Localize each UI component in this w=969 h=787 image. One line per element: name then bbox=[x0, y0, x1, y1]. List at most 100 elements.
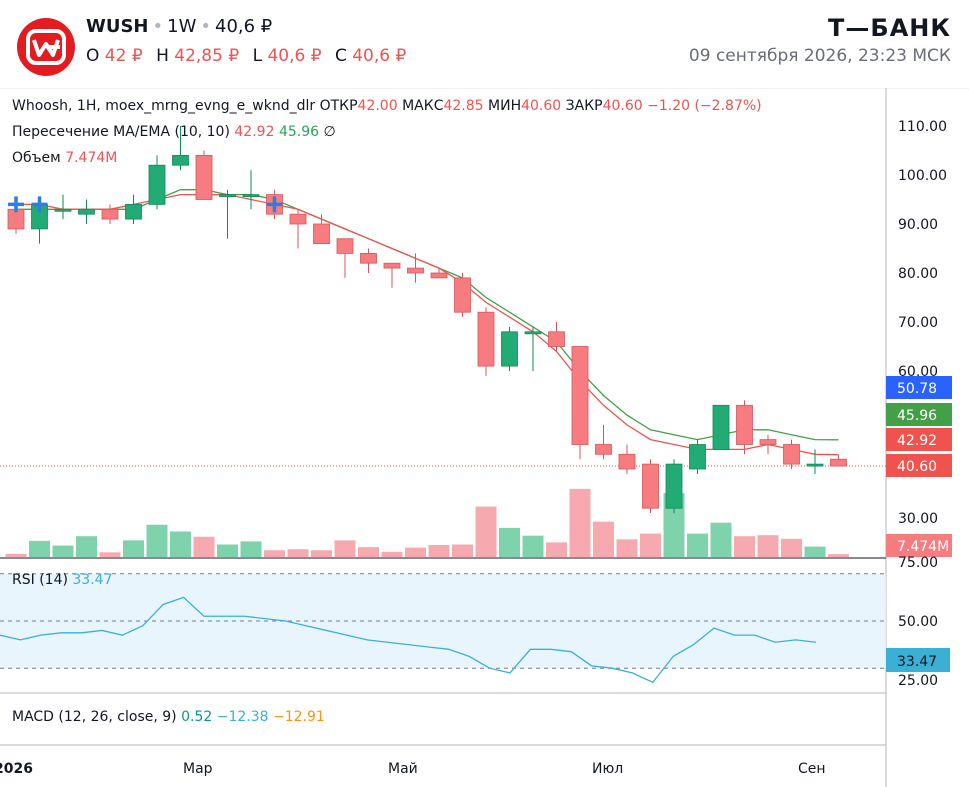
rsi-axis-ticks: 75.00 50.00 25.00 33.47 bbox=[886, 555, 950, 689]
brand-logo: Т—БАНК bbox=[828, 14, 951, 42]
candle-body bbox=[783, 444, 800, 465]
macd-signal-value: −12.91 bbox=[272, 709, 325, 725]
interval[interactable]: 1W bbox=[167, 16, 197, 37]
legend-high-label: МАКС bbox=[402, 98, 444, 114]
candle-body bbox=[571, 346, 589, 445]
ma-cross-marker bbox=[31, 196, 48, 213]
candle-body bbox=[806, 463, 824, 467]
price-badge bbox=[886, 428, 952, 451]
volume-bar bbox=[264, 550, 285, 557]
candle-body bbox=[430, 272, 448, 279]
volume-bar bbox=[757, 535, 779, 557]
candle-body bbox=[383, 262, 401, 269]
candle-body bbox=[195, 155, 213, 200]
ma-cross-marker bbox=[8, 196, 24, 213]
candle-body bbox=[548, 331, 565, 347]
volume-bar bbox=[804, 546, 826, 557]
ma-legend[interactable]: Пересечение MA/EMA (10, 10) 42.92 45.96 … bbox=[12, 124, 336, 140]
macd-hist-value: 0.52 bbox=[181, 709, 213, 725]
candle-body bbox=[736, 404, 753, 445]
time-axis-label: Сен bbox=[798, 761, 826, 777]
volume-bar bbox=[710, 522, 732, 557]
price-tick-label: 70.00 bbox=[898, 315, 938, 331]
ohlc-close-value: 40,6 ₽ bbox=[352, 46, 407, 66]
ohlc-open-value: 42 ₽ bbox=[104, 46, 143, 66]
macd-legend[interactable]: MACD (12, 26, close, 9) 0.52 −12.38 −12.… bbox=[12, 709, 325, 725]
volume-bar bbox=[311, 550, 332, 557]
rsi-badge bbox=[886, 648, 950, 673]
time-axis-label: Мар bbox=[183, 761, 213, 777]
volume-bar bbox=[499, 527, 520, 557]
rsi-series bbox=[0, 596, 817, 684]
macd-line-value: −12.38 bbox=[216, 709, 269, 725]
volume-value: 7.474M bbox=[65, 150, 118, 166]
volume-bar bbox=[193, 536, 215, 557]
volume-bar bbox=[522, 535, 544, 557]
legend-low-label: МИН bbox=[488, 98, 522, 114]
whoosh-logo-icon bbox=[17, 18, 75, 76]
candle-body bbox=[665, 463, 683, 509]
price-badge-label: 7.474M bbox=[897, 539, 949, 555]
candles bbox=[7, 126, 847, 514]
candle-body bbox=[125, 204, 142, 220]
ohlc-close-label: C bbox=[334, 46, 347, 66]
rsi-tick-label: 50.00 bbox=[898, 614, 938, 630]
candle-body bbox=[595, 444, 612, 455]
volume-bar bbox=[781, 538, 802, 557]
ma-lines bbox=[0, 189, 886, 467]
main-legend: Whoosh, 1H, moex_mrng_evng_e_wknd_dlr ОТ… bbox=[12, 98, 762, 114]
candle-body bbox=[689, 444, 706, 470]
legend-change: −1.20 (−2.87%) bbox=[647, 98, 762, 114]
time-axis-labels: 2026 Мар Май Июл Сен bbox=[0, 761, 826, 777]
candle-body bbox=[618, 453, 636, 470]
volume-bar bbox=[5, 553, 27, 557]
price-badge-label: 40.60 bbox=[897, 459, 937, 475]
candle-body bbox=[454, 277, 471, 313]
candle-body bbox=[172, 155, 189, 166]
volume-legend[interactable]: Объем 7.474M bbox=[12, 150, 117, 166]
price-tick-label: 90.00 bbox=[898, 217, 938, 233]
rsi-badge-label: 33.47 bbox=[897, 654, 937, 670]
volume-bar bbox=[381, 551, 403, 557]
price-badge bbox=[886, 403, 952, 426]
candle-body bbox=[642, 463, 659, 509]
rsi-legend[interactable]: RSI (14) 33.47 bbox=[12, 572, 112, 588]
ticker-symbol[interactable]: WUSH bbox=[86, 16, 149, 37]
price-badge bbox=[886, 454, 952, 477]
legend-open-value: 42.00 bbox=[357, 98, 398, 114]
rsi-label: RSI (14) bbox=[12, 572, 68, 588]
volume-bars bbox=[5, 488, 849, 557]
ma-cross-marker bbox=[266, 196, 283, 213]
ohlc-high-value: 42,85 ₽ bbox=[174, 46, 240, 66]
volume-bar bbox=[616, 539, 638, 557]
price-badge bbox=[886, 534, 952, 557]
volume-bar bbox=[217, 544, 238, 557]
candle-body bbox=[407, 267, 424, 274]
legend-close-label: ЗАКР bbox=[565, 98, 603, 114]
volume-bar bbox=[687, 533, 708, 557]
volume-bar bbox=[640, 533, 661, 557]
ma-label: Пересечение MA/EMA (10, 10) bbox=[12, 124, 230, 140]
legend-symbol: Whoosh, 1H, moex_mrng_evng_e_wknd_dlr bbox=[12, 98, 316, 114]
candle-body bbox=[524, 331, 542, 335]
price-tick-label: 110.00 bbox=[898, 119, 947, 135]
volume-bar bbox=[52, 545, 74, 557]
ma-cross-icon: ∅ bbox=[323, 124, 336, 140]
rsi-value: 33.47 bbox=[72, 572, 113, 588]
ohlc-high-label: H bbox=[156, 46, 169, 66]
price-tick-label: 100.00 bbox=[898, 168, 947, 184]
volume-bar bbox=[569, 488, 591, 557]
candle-body bbox=[78, 208, 95, 215]
volume-bar bbox=[828, 554, 849, 557]
legend-high-value: 42.85 bbox=[443, 98, 484, 114]
candle-body bbox=[501, 331, 518, 367]
price-badges: 50.78 45.96 42.92 40.60 7.474M bbox=[886, 376, 952, 557]
last-price: 40,6 ₽ bbox=[215, 16, 273, 37]
candle-body bbox=[759, 439, 777, 445]
candle-body bbox=[313, 223, 330, 245]
ticker-line: WUSH • 1W • 40,6 ₽ bbox=[86, 16, 273, 37]
legend-close-value: 40.60 bbox=[602, 98, 643, 114]
volume-bar bbox=[99, 552, 121, 557]
